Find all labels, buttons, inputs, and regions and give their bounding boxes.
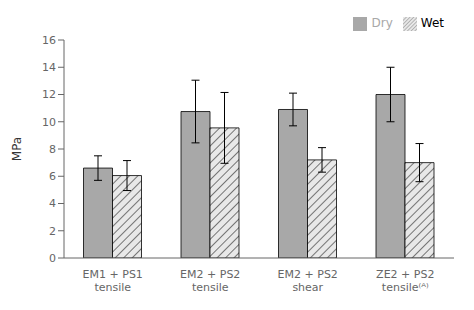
svg-text:EM1 + PS1tensile: EM1 + PS1tensile: [83, 268, 143, 294]
svg-text:ZE2 + PS2tensile⁽ᴬ⁾: ZE2 + PS2tensile⁽ᴬ⁾: [376, 268, 434, 294]
svg-text:12: 12: [42, 88, 56, 101]
svg-text:14: 14: [42, 61, 56, 74]
svg-text:10: 10: [42, 116, 56, 129]
svg-text:4: 4: [49, 197, 56, 210]
svg-text:16: 16: [42, 34, 56, 47]
html-text:Dry: Dry: [371, 16, 393, 30]
svg-text:6: 6: [49, 170, 56, 183]
svg-text:MPa: MPa: [10, 137, 24, 161]
svg-text:EM2 + PS2shear: EM2 + PS2shear: [278, 268, 338, 294]
svg-text:0: 0: [49, 252, 56, 265]
html-text:Wet: Wet: [420, 16, 444, 30]
svg-text:2: 2: [49, 225, 56, 238]
svg-text:8: 8: [49, 143, 56, 156]
svg-text:EM2 + PS2tensile: EM2 + PS2tensile: [180, 268, 240, 294]
